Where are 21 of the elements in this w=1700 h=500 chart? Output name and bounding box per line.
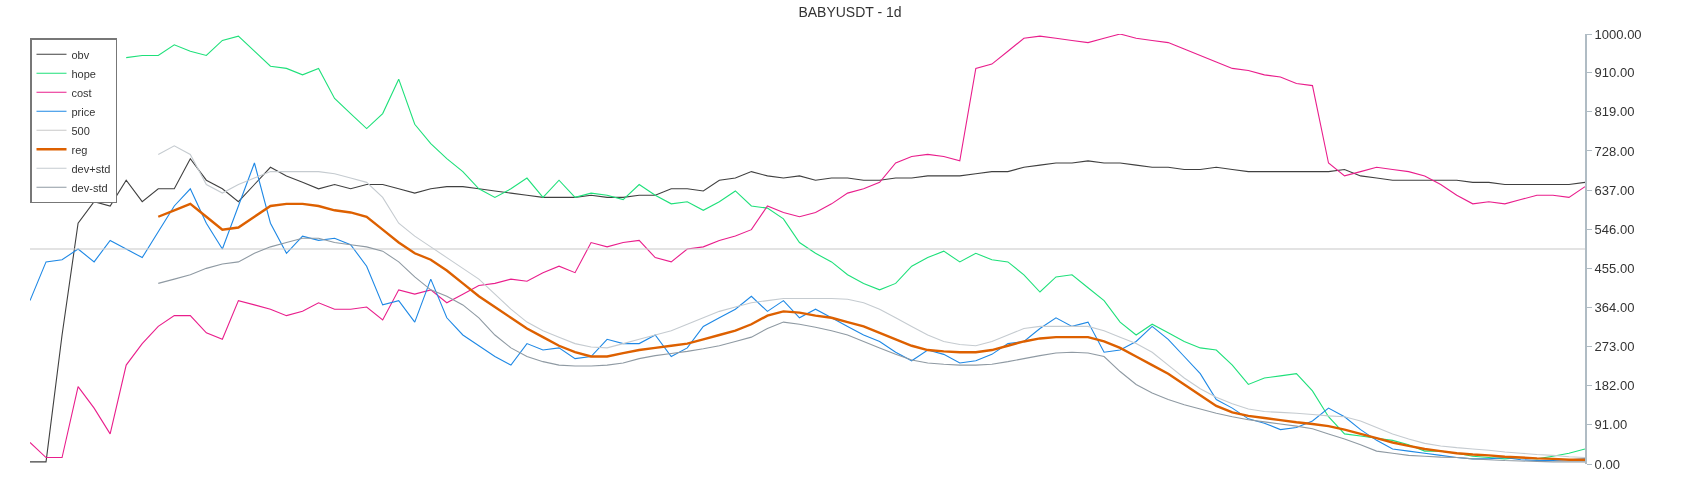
y-tick-label: 1000.00 — [1594, 26, 1642, 42]
y-tick-label: 91.00 — [1594, 417, 1628, 433]
y-tick-label: 364.00 — [1594, 300, 1635, 316]
y-tick-label: 728.00 — [1594, 143, 1635, 159]
legend-label: price — [71, 105, 96, 118]
y-tick-label: 455.00 — [1594, 260, 1635, 276]
chart-title: BABYUSDT - 1d — [798, 4, 902, 21]
legend-label: dev+std — [71, 162, 111, 175]
y-tick-label: 0.00 — [1594, 456, 1620, 472]
legend-label: reg — [71, 143, 88, 156]
legend-label: cost — [71, 86, 92, 99]
legend-label: hope — [71, 67, 96, 80]
y-tick-label: 910.00 — [1594, 65, 1635, 81]
legend-label: dev-std — [71, 181, 108, 194]
y-tick-label: 182.00 — [1594, 378, 1635, 394]
y-tick-label: 273.00 — [1594, 339, 1635, 355]
legend-label: 500 — [71, 124, 90, 137]
y-tick-label: 637.00 — [1594, 182, 1635, 198]
legend-label: obv — [71, 48, 90, 61]
y-tick-label: 819.00 — [1594, 104, 1635, 120]
y-tick-label: 546.00 — [1594, 221, 1635, 237]
